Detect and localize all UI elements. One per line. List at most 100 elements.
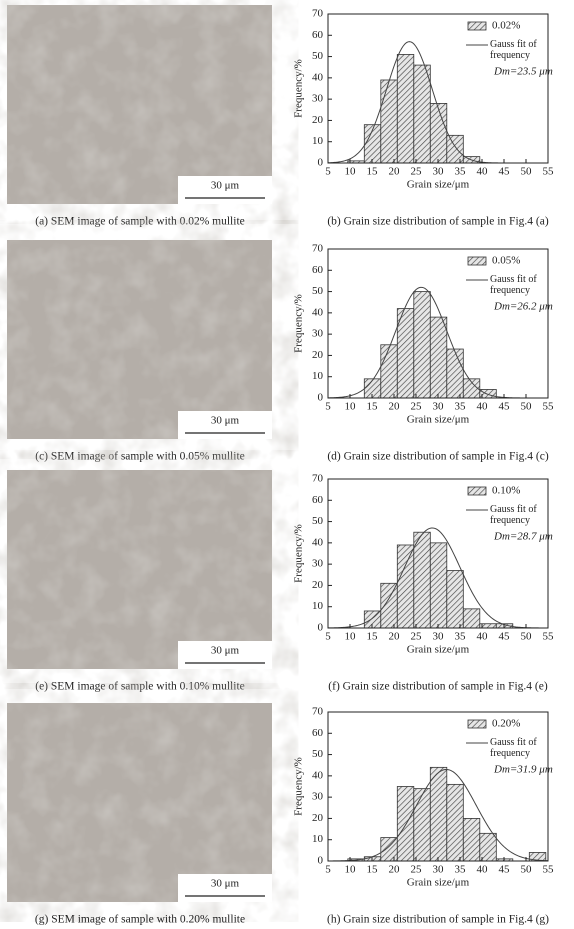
legend-fit: Gauss fit of frequency [490, 274, 537, 296]
scale-bar-label: 30 μm [211, 878, 240, 890]
legend-label: 0.20% [492, 718, 520, 730]
bar [446, 783, 464, 862]
x-tick-label: 45 [499, 166, 511, 178]
y-tick-label: 30 [312, 791, 324, 803]
bar [462, 818, 481, 862]
bar [396, 786, 415, 862]
y-tick-label: 20 [312, 114, 324, 126]
legend-label: Gauss fit of frequency [490, 274, 537, 296]
bar [396, 544, 415, 629]
legend-swatch [467, 486, 487, 496]
scale-bar-label: 30 μm [211, 645, 240, 657]
legend-label: Gauss fit of frequency [490, 737, 537, 759]
y-tick-label: 40 [312, 769, 324, 781]
x-tick-label: 20 [389, 631, 401, 643]
sem-texture [7, 240, 272, 439]
y-axis-label: Frequency/% [293, 59, 305, 118]
caption: (d) Grain size distribution of sample in… [327, 451, 549, 463]
caption: (f) Grain size distribution of sample in… [328, 681, 548, 693]
y-tick-label: 10 [312, 600, 324, 612]
y-tick-label: 50 [312, 50, 324, 62]
bar [380, 344, 398, 399]
y-tick-label: 70 [312, 473, 324, 485]
scale-bar-box [178, 411, 272, 439]
y-axis-label: Frequency/% [293, 524, 305, 583]
y-tick-label: 0 [318, 622, 324, 634]
x-tick-label: 15 [367, 166, 379, 178]
x-tick-label: 20 [389, 864, 401, 876]
bar [429, 103, 448, 164]
caption: (c) SEM image of sample with 0.05% mulli… [35, 451, 245, 463]
bar [413, 788, 431, 862]
annotation: Dm=26.2 μm [493, 301, 553, 313]
caption: (h) Grain size distribution of sample in… [327, 914, 549, 926]
y-tick-label: 40 [312, 536, 324, 548]
annotation: Dm=23.5 μm [493, 66, 553, 78]
x-tick-label: 5 [325, 864, 331, 876]
x-axis-label: Grain size/μm [407, 179, 470, 191]
bar [446, 134, 464, 164]
y-tick-label: 20 [312, 812, 324, 824]
x-tick-label: 55 [543, 401, 555, 413]
legend-label: 0.02% [492, 20, 520, 32]
legend-label: 0.10% [492, 485, 520, 497]
y-tick-label: 40 [312, 71, 324, 83]
x-tick-label: 35 [455, 864, 467, 876]
bar [396, 54, 415, 164]
x-axis-label: Grain size/μm [407, 877, 470, 889]
bar [413, 64, 431, 164]
legend-fit: Gauss fit of frequency [490, 737, 537, 759]
bar [479, 832, 497, 862]
x-tick-label: 40 [477, 631, 489, 643]
caption: (g) SEM image of sample with 0.20% mulli… [35, 914, 245, 926]
y-tick-label: 70 [312, 243, 324, 255]
x-tick-label: 10 [345, 631, 357, 643]
y-tick-label: 70 [312, 706, 324, 718]
bar [413, 291, 431, 399]
bar [413, 531, 431, 629]
x-tick-label: 50 [521, 864, 533, 876]
y-tick-label: 10 [312, 135, 324, 147]
bar [380, 79, 398, 164]
y-tick-label: 50 [312, 748, 324, 760]
sem-texture [7, 5, 272, 204]
x-tick-label: 55 [543, 631, 555, 643]
y-tick-label: 40 [312, 306, 324, 318]
x-tick-label: 50 [521, 166, 533, 178]
caption: (b) Grain size distribution of sample in… [327, 216, 549, 228]
x-tick-label: 30 [433, 401, 445, 413]
x-tick-label: 15 [367, 864, 379, 876]
x-tick-label: 45 [499, 631, 511, 643]
x-axis-label: Grain size/μm [407, 414, 470, 426]
sem-texture [7, 470, 272, 669]
y-tick-label: 20 [312, 579, 324, 591]
x-tick-label: 50 [521, 631, 533, 643]
caption: (a) SEM image of sample with 0.02% mulli… [35, 216, 245, 228]
x-tick-label: 35 [455, 631, 467, 643]
x-tick-label: 30 [433, 631, 445, 643]
bar [446, 570, 464, 629]
scale-bar-box [178, 641, 272, 669]
scale-bar-box [178, 176, 272, 204]
x-tick-label: 55 [543, 864, 555, 876]
x-axis-label: Grain size/μm [407, 644, 470, 656]
y-tick-label: 60 [312, 29, 324, 41]
y-tick-label: 10 [312, 833, 324, 845]
x-tick-label: 45 [499, 864, 511, 876]
x-tick-label: 40 [477, 401, 489, 413]
y-tick-label: 30 [312, 558, 324, 570]
legend-swatch [467, 719, 487, 729]
x-tick-label: 55 [543, 166, 555, 178]
bar [429, 766, 448, 862]
scale-bar-box [178, 874, 272, 902]
bar [380, 582, 398, 629]
y-axis-label: Frequency/% [293, 757, 305, 816]
x-tick-label: 5 [325, 631, 331, 643]
y-tick-label: 30 [312, 93, 324, 105]
legend-fit: Gauss fit of frequency [490, 39, 537, 61]
bar [396, 308, 415, 399]
scale-bar-label: 30 μm [211, 415, 240, 427]
gauss-fit [328, 768, 549, 862]
y-tick-label: 60 [312, 264, 324, 276]
